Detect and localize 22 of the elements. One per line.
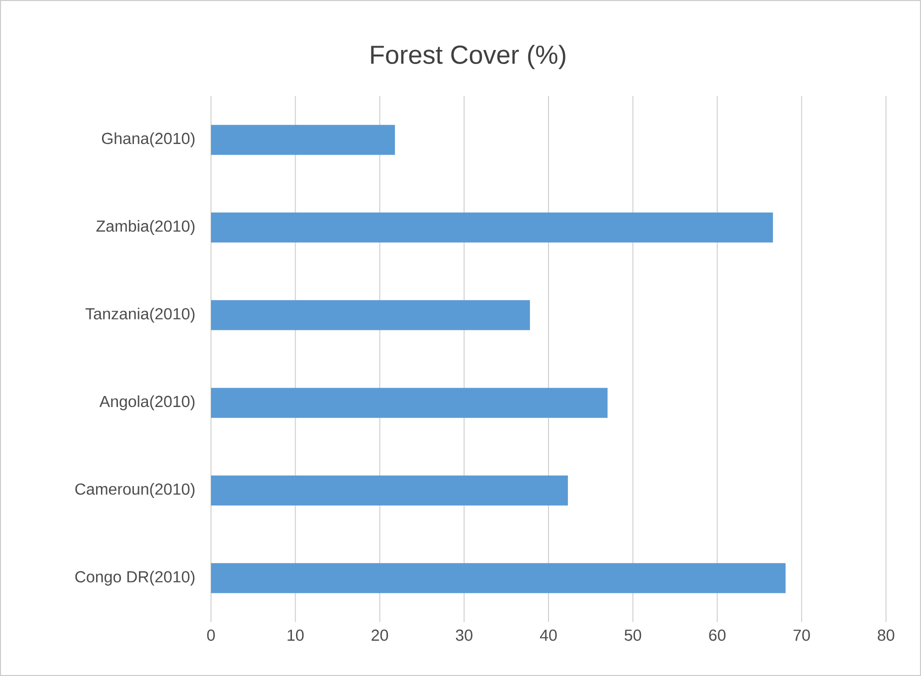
x-tick-label: 60 [709,630,726,641]
x-tick-label: 0 [207,630,215,641]
x-tick-label: 40 [540,630,557,641]
x-tick-label: 30 [456,630,472,641]
bar [211,212,773,242]
y-tick-label: Angola(2010) [99,395,194,410]
y-tick-label: Zambia(2010) [96,220,194,235]
y-tick-label: Tanzania(2010) [86,308,194,323]
y-tick-label: Ghana(2010) [102,132,194,148]
x-tick-label: 80 [878,630,894,641]
x-tick-label: 50 [624,630,642,641]
y-tick-label: Cameroun(2010) [75,483,194,498]
bar [211,388,608,418]
bar [211,124,395,155]
bar [211,563,786,594]
x-tick-label: 20 [372,630,388,641]
x-tick-label: 70 [794,630,810,641]
bar [211,475,568,506]
chart-title: Forest Cover (%) [371,44,566,70]
x-tick-label: 10 [288,630,304,641]
bar [211,300,530,330]
y-tick-label: Congo DR(2010) [75,570,194,586]
